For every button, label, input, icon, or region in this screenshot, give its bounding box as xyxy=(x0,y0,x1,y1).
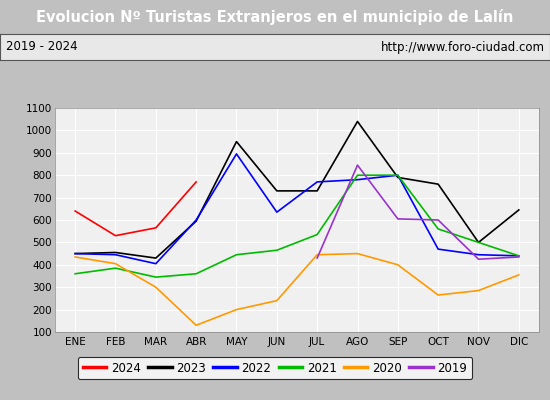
Text: Evolucion Nº Turistas Extranjeros en el municipio de Lalín: Evolucion Nº Turistas Extranjeros en el … xyxy=(36,9,514,25)
Text: 2019 - 2024: 2019 - 2024 xyxy=(6,40,77,54)
Legend: 2024, 2023, 2022, 2021, 2020, 2019: 2024, 2023, 2022, 2021, 2020, 2019 xyxy=(78,357,472,379)
Text: http://www.foro-ciudad.com: http://www.foro-ciudad.com xyxy=(381,40,544,54)
